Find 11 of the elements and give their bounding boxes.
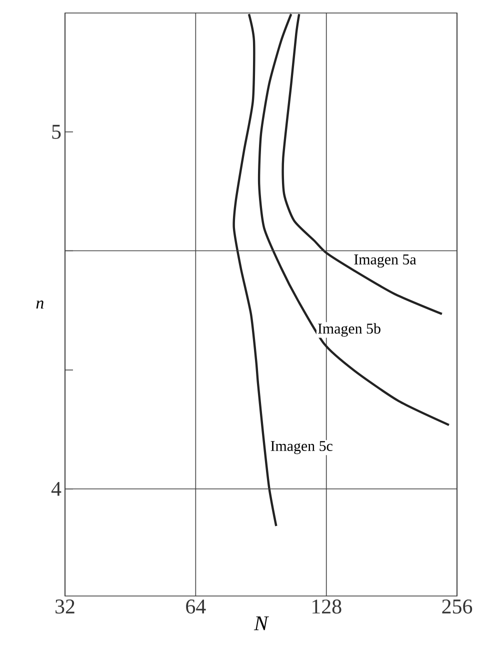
series-label: Imagen 5a bbox=[354, 254, 416, 268]
series-label: Imagen 5c bbox=[270, 441, 332, 454]
series-label: Imagen 5b bbox=[318, 323, 380, 337]
x-tick-label: 128 bbox=[312, 600, 342, 614]
y-tick-label: 4 bbox=[51, 482, 62, 496]
x-tick-label: 64 bbox=[186, 600, 206, 614]
y-axis-title: n bbox=[36, 300, 44, 308]
y-tick-label: 5 bbox=[52, 124, 61, 139]
x-tick-label: 256 bbox=[442, 600, 472, 614]
x-axis-title: N bbox=[254, 616, 269, 630]
x-tick-label: 32 bbox=[56, 600, 74, 614]
